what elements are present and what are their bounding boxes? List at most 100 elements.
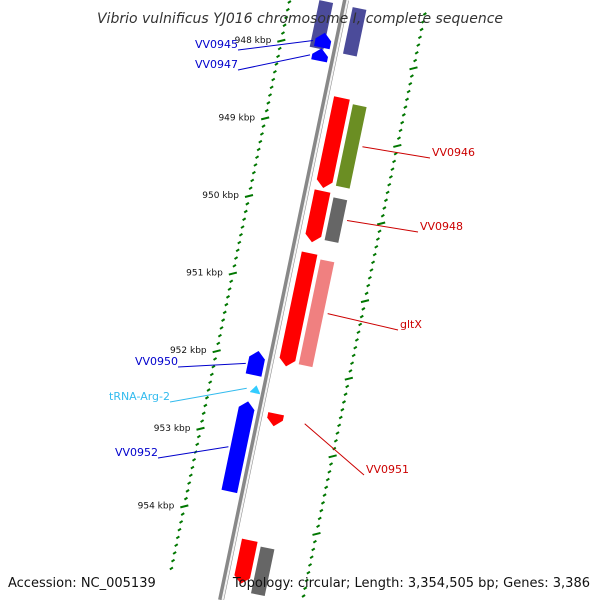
minor-tick <box>235 248 240 253</box>
minor-tick <box>396 136 401 140</box>
scale-tick-label: 948 kbp <box>235 36 272 46</box>
minor-tick <box>274 62 279 66</box>
gene-label-VV0950: VV0950 <box>135 355 178 368</box>
minor-tick <box>169 566 174 571</box>
minor-tick <box>403 105 408 109</box>
minor-tick <box>332 446 337 451</box>
minor-tick <box>309 555 314 560</box>
leader-line <box>237 54 311 71</box>
minor-tick <box>217 333 222 338</box>
minor-tick <box>203 403 208 408</box>
minor-tick <box>422 12 427 16</box>
minor-tick <box>414 50 419 55</box>
reverse-gene-VV0951 <box>267 412 284 427</box>
cog-bar-VV0946 <box>335 104 367 189</box>
minor-tick <box>413 58 418 63</box>
minor-tick <box>337 423 342 428</box>
major-tick <box>196 426 205 431</box>
minor-tick <box>328 462 334 466</box>
cog-bar-gltX <box>298 259 335 368</box>
minor-tick <box>338 415 343 420</box>
minor-tick <box>348 369 353 373</box>
scale-tick-label: 949 kbp <box>218 113 255 123</box>
leader-line <box>346 219 419 233</box>
gene-label-gltX: gltX <box>400 318 422 331</box>
minor-tick <box>333 438 338 443</box>
minor-tick <box>175 535 180 540</box>
minor-tick <box>206 388 211 392</box>
minor-tick <box>322 493 327 497</box>
minor-tick <box>219 326 224 330</box>
forward-gene-VV0947 <box>311 48 328 63</box>
minor-tick <box>419 27 424 32</box>
minor-tick <box>385 190 390 195</box>
trna-label: tRNA-Arg-2 <box>109 390 170 403</box>
cog-bar <box>309 0 334 50</box>
features-layer <box>221 0 367 596</box>
minor-tick <box>400 120 405 125</box>
minor-tick <box>172 551 177 555</box>
forward-gene-VV0950 <box>245 351 265 377</box>
minor-tick <box>351 353 356 358</box>
minor-tick <box>316 524 321 528</box>
leader-line <box>304 423 365 476</box>
minor-tick <box>404 97 410 102</box>
minor-tick <box>250 178 255 183</box>
minor-tick <box>243 209 248 214</box>
minor-tick <box>204 395 210 400</box>
minor-tick <box>187 481 192 485</box>
minor-tick <box>390 167 395 172</box>
minor-tick <box>200 419 205 423</box>
major-tick <box>328 454 337 459</box>
minor-tick <box>261 124 266 128</box>
scale-ticks-layer: 948 kbp 949 kbp 950 kbp 951 kbp 952 kbp 953 k… <box>138 0 427 598</box>
minor-tick <box>211 364 216 369</box>
minor-tick <box>234 256 239 260</box>
minor-tick <box>421 19 426 24</box>
minor-tick <box>277 46 282 51</box>
gene-label-VV0951: VV0951 <box>366 463 409 476</box>
minor-tick <box>307 563 313 567</box>
minor-tick <box>259 132 264 136</box>
minor-tick <box>393 151 398 156</box>
minor-tick <box>222 310 227 315</box>
leader-line <box>362 146 431 159</box>
minor-tick <box>179 520 184 524</box>
minor-tick <box>248 186 253 191</box>
minor-tick <box>401 113 406 117</box>
chromosome-backbone-highlight <box>221 0 349 600</box>
major-tick <box>244 194 254 198</box>
minor-tick <box>191 457 197 462</box>
minor-tick <box>221 318 226 322</box>
major-tick <box>260 116 270 121</box>
minor-tick <box>320 501 326 505</box>
scale-tick-label: 951 kbp <box>186 269 223 279</box>
major-tick <box>277 38 286 43</box>
minor-tick <box>372 252 377 257</box>
minor-tick <box>256 147 261 152</box>
minor-tick <box>255 155 260 160</box>
minor-tick <box>306 570 311 575</box>
minor-tick <box>258 139 263 144</box>
minor-tick <box>345 384 350 389</box>
minor-tick <box>349 361 355 366</box>
minor-tick <box>367 276 372 280</box>
minor-tick <box>287 0 292 4</box>
minor-tick <box>301 594 306 598</box>
minor-tick <box>284 15 289 20</box>
minor-tick <box>343 392 348 397</box>
minor-tick <box>212 357 218 361</box>
cog-bar <box>343 7 367 57</box>
minor-tick <box>369 268 374 272</box>
minor-tick <box>417 35 423 40</box>
minor-tick <box>324 485 329 490</box>
minor-tick <box>188 473 193 478</box>
scale-tick-label: 954 kbp <box>138 501 175 511</box>
minor-tick <box>209 372 214 377</box>
minor-tick <box>353 345 358 350</box>
major-tick <box>312 531 321 536</box>
minor-tick <box>174 543 179 548</box>
gene-label-VV0947: VV0947 <box>195 58 238 71</box>
reverse-gene-gltX <box>279 251 318 367</box>
